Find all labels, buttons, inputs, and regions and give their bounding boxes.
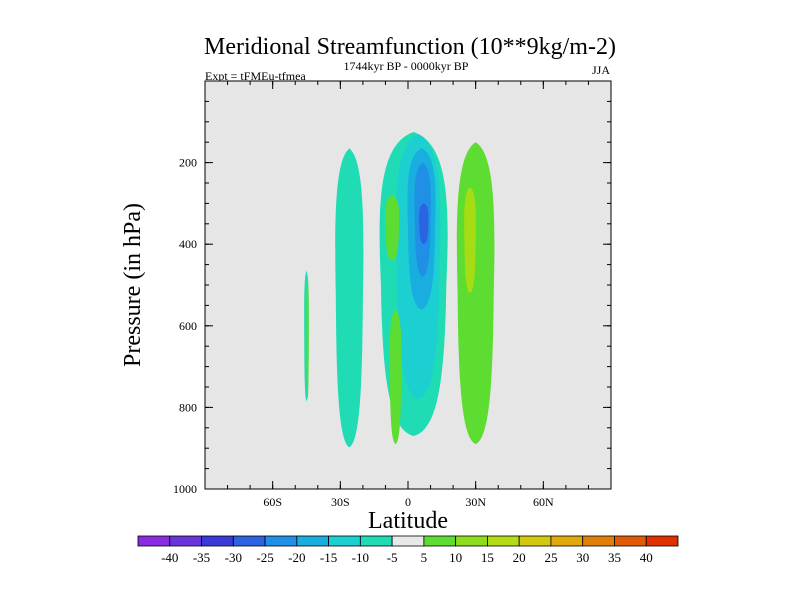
chart-title: Meridional Streamfunction (10**9kg/m-2) — [204, 34, 616, 60]
contour-yellow-green-core-25N — [464, 187, 476, 294]
colorbar-label: 10 — [449, 550, 462, 565]
x-tick-label: 60N — [533, 495, 554, 509]
colorbar-label: -35 — [193, 550, 210, 565]
colorbar-label: 30 — [576, 550, 589, 565]
contour-deep-blue-core — [419, 203, 429, 245]
contour-cyan-band-30S — [335, 148, 364, 448]
colorbar-label: -25 — [256, 550, 273, 565]
y-tick-label: 600 — [179, 319, 197, 333]
colorbar-label: 20 — [513, 550, 526, 565]
y-axis-label: Pressure (in hPa) — [120, 203, 146, 367]
colorbar-label: -30 — [225, 550, 242, 565]
colorbar-swatch — [264, 535, 298, 547]
colorbar-swatch — [201, 535, 234, 547]
contour-fill-group — [304, 132, 495, 448]
colorbar-label: 35 — [608, 550, 621, 565]
y-tick-label: 200 — [179, 156, 197, 170]
y-tick-label: 800 — [179, 400, 197, 414]
colorbar-swatch — [518, 535, 552, 547]
colorbar-swatch — [645, 535, 679, 547]
colorbar-swatch — [487, 535, 520, 547]
colorbar-swatch — [328, 535, 361, 547]
colorbar-label: -40 — [161, 550, 178, 565]
colorbar-label: 25 — [544, 550, 557, 565]
colorbar-swatch — [391, 535, 425, 547]
colorbar-label: 40 — [640, 550, 653, 565]
colorbar-swatch — [169, 535, 202, 547]
colorbar-swatch — [582, 535, 615, 547]
left-subtitle: Expt = tFMEu-tfmea — [205, 69, 306, 83]
contour-green-sliver-40S — [306, 276, 309, 400]
colorbar-swatch — [455, 535, 488, 547]
colorbar-label: -15 — [320, 550, 337, 565]
colorbar-label: -5 — [387, 550, 398, 565]
axis-ticks: 60S 30S 0 30N 60N 200 400 600 800 1000 — [173, 81, 611, 509]
x-tick-label: 0 — [405, 495, 411, 509]
x-tick-label: 30S — [331, 495, 350, 509]
colorbar-swatch — [550, 535, 584, 547]
colorbar-label: -10 — [352, 550, 369, 565]
colorbar-label: 15 — [481, 550, 494, 565]
colorbar-label: -20 — [288, 550, 305, 565]
center-subtitle: 1744kyr BP - 0000kyr BP — [344, 59, 469, 73]
y-tick-label: 400 — [179, 237, 197, 251]
colorbar-swatch — [423, 535, 457, 547]
colorbar-swatch — [359, 535, 393, 547]
contour-green-band-25N — [456, 142, 495, 445]
colorbar-label: 5 — [421, 550, 428, 565]
colorbar: -40 -35 -30 -25 -20 -15 -10 -5 5 10 15 20 25 30 35 40 — [137, 535, 679, 565]
y-tick-label: 1000 — [173, 482, 197, 496]
colorbar-swatch — [614, 535, 647, 547]
right-subtitle: JJA — [592, 63, 610, 77]
x-tick-label: 60S — [263, 495, 282, 509]
contour-green-lower-5S — [389, 309, 402, 445]
colorbar-swatch — [137, 535, 171, 547]
colorbar-swatch — [232, 535, 266, 547]
colorbar-swatch — [296, 535, 329, 547]
x-axis-label: Latitude — [368, 508, 448, 534]
contour-green-upper-10S — [385, 195, 400, 261]
x-tick-label: 30N — [465, 495, 486, 509]
